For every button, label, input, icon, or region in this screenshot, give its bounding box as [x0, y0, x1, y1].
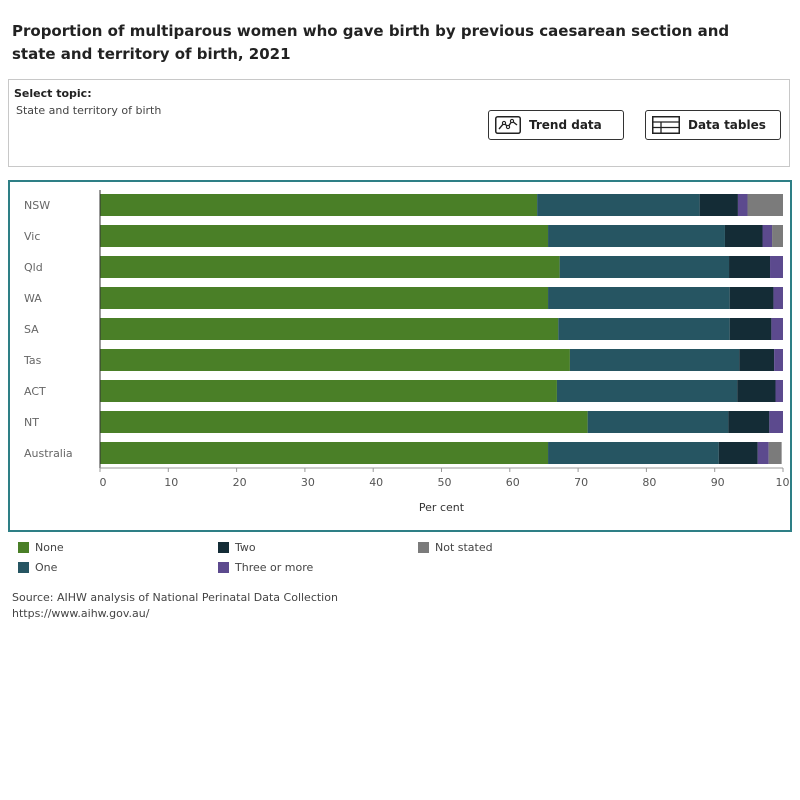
legend-item-not-stated[interactable]: Not stated — [418, 541, 493, 554]
bar-segment-australia-none[interactable]: Australia – None: 65.6% — [100, 442, 549, 464]
select-topic-dropdown[interactable]: State and territory of birth — [16, 104, 162, 117]
x-tick-label-80: 80 — [642, 476, 656, 489]
bar-segment-tas-one[interactable]: Tas – One: 24.8% — [569, 349, 740, 371]
stacked-bar-chart: NSWNSW – None: 64%NSW – One: 23.8%NSW – … — [23, 190, 791, 514]
x-tick-label-90: 90 — [711, 476, 725, 489]
category-label-australia: Australia — [24, 447, 73, 460]
category-label-nt: NT — [24, 416, 39, 429]
legend-swatch — [218, 542, 229, 553]
source-note: Source: AIHW analysis of National Perina… — [12, 590, 338, 622]
bar-segment-vic-none[interactable]: Vic – None: 65.6% — [100, 225, 549, 247]
bar-segment-tas-three-or-more[interactable]: Tas – Three or more: 1.3% — [774, 349, 783, 371]
bar-segment-act-none[interactable]: ACT – None: 66.9% — [100, 380, 557, 402]
bar-segment-vic-three-or-more[interactable]: Vic – Three or more: 1.4% — [762, 225, 773, 247]
bar-segment-vic-two[interactable]: Vic – Two: 5.5% — [724, 225, 763, 247]
bar-segment-nsw-one[interactable]: NSW – One: 23.8% — [537, 194, 700, 216]
x-tick-label-100: 100 — [776, 476, 791, 489]
trend-line-icon — [495, 116, 521, 134]
bar-segment-tas-none[interactable]: Tas – None: 68.8% — [100, 349, 570, 371]
legend-swatch — [418, 542, 429, 553]
x-tick-label-40: 40 — [369, 476, 383, 489]
bar-segment-nt-two[interactable]: NT – Two: 6% — [728, 411, 770, 433]
legend-item-one[interactable]: One — [18, 561, 57, 574]
legend-label: Three or more — [235, 561, 314, 574]
bar-segment-act-two[interactable]: ACT – Two: 5.6% — [737, 380, 776, 402]
category-label-tas: Tas — [23, 354, 42, 367]
x-axis-title: Per cent — [419, 501, 465, 514]
bar-segment-wa-one[interactable]: WA – One: 26.6% — [548, 287, 730, 309]
select-topic-label: Select topic: — [14, 87, 92, 100]
bar-segment-wa-three-or-more[interactable]: WA – Three or more: 1.4% — [773, 287, 783, 309]
source-text: Source: AIHW analysis of National Perina… — [12, 591, 338, 604]
bar-segment-nt-three-or-more[interactable]: NT – Three or more: 2% — [769, 411, 783, 433]
topic-selector-panel: Select topic: State and territory of bir… — [8, 79, 790, 167]
bar-segment-sa-one[interactable]: SA – One: 25.1% — [558, 318, 730, 340]
table-icon — [652, 116, 680, 134]
x-tick-label-60: 60 — [506, 476, 520, 489]
bar-segment-australia-one[interactable]: Australia – One: 25% — [548, 442, 719, 464]
chart-panel: NSWNSW – None: 64%NSW – One: 23.8%NSW – … — [8, 180, 792, 532]
x-tick-label-20: 20 — [233, 476, 247, 489]
bar-segment-wa-none[interactable]: WA – None: 65.6% — [100, 287, 549, 309]
bar-segment-australia-two[interactable]: Australia – Two: 5.7% — [718, 442, 758, 464]
category-label-act: ACT — [24, 385, 46, 398]
bar-segment-sa-two[interactable]: SA – Two: 6.1% — [729, 318, 772, 340]
bar-segment-act-one[interactable]: ACT – One: 26.4% — [556, 380, 738, 402]
legend-item-two[interactable]: Two — [218, 541, 256, 554]
chart-legend: None One Two Three or more Not stated — [18, 541, 618, 581]
legend-item-three-or-more[interactable]: Three or more — [218, 561, 313, 574]
chart-title: Proportion of multiparous women who gave… — [12, 22, 730, 63]
legend-swatch — [18, 542, 29, 553]
bar-segment-nsw-two[interactable]: NSW – Two: 5.6% — [699, 194, 738, 216]
bar-segment-nt-none[interactable]: NT – None: 71.4% — [100, 411, 588, 433]
bar-segment-nt-one[interactable]: NT – One: 20.6% — [587, 411, 729, 433]
source-url[interactable]: https://www.aihw.gov.au/ — [12, 607, 150, 620]
bar-segment-vic-not-stated[interactable]: Vic – Not stated: 1.6% — [772, 225, 783, 247]
bar-segment-australia-three-or-more[interactable]: Australia – Three or more: 1.6% — [757, 442, 769, 464]
bar-segment-qld-none[interactable]: Qld – None: 67.3% — [100, 256, 560, 278]
category-label-qld: Qld — [24, 261, 43, 274]
bar-segment-nsw-not-stated[interactable]: NSW – Not stated: 5.2% — [747, 194, 783, 216]
x-tick-label-0: 0 — [100, 476, 107, 489]
bar-segment-nsw-three-or-more[interactable]: NSW – Three or more: 1.4% — [737, 194, 748, 216]
x-tick-label-70: 70 — [574, 476, 588, 489]
trend-data-button[interactable]: Trend data — [488, 110, 624, 140]
bar-segment-sa-none[interactable]: SA – None: 67.1% — [100, 318, 559, 340]
bar-segment-sa-three-or-more[interactable]: SA – Three or more: 1.7% — [771, 318, 783, 340]
legend-label: Not stated — [435, 541, 493, 554]
bar-segment-nsw-none[interactable]: NSW – None: 64% — [100, 194, 538, 216]
data-tables-label: Data tables — [688, 118, 766, 132]
bar-segment-australia-not-stated[interactable]: Australia – Not stated: 1.9% — [768, 442, 782, 464]
category-label-nsw: NSW — [24, 199, 50, 212]
legend-label: Two — [235, 541, 256, 554]
bar-segment-wa-two[interactable]: WA – Two: 6.4% — [729, 287, 774, 309]
bar-segment-qld-three-or-more[interactable]: Qld – Three or more: 1.9% — [770, 256, 783, 278]
legend-swatch — [218, 562, 229, 573]
legend-item-none[interactable]: None — [18, 541, 64, 554]
bar-segment-act-three-or-more[interactable]: ACT – Three or more: 1.1% — [775, 380, 783, 402]
bar-segment-qld-two[interactable]: Qld – Two: 6% — [729, 256, 771, 278]
trend-data-label: Trend data — [529, 118, 602, 132]
category-label-vic: Vic — [24, 230, 40, 243]
category-label-sa: SA — [24, 323, 39, 336]
x-tick-label-30: 30 — [301, 476, 315, 489]
bar-segment-vic-one[interactable]: Vic – One: 25.9% — [548, 225, 725, 247]
x-tick-label-50: 50 — [438, 476, 452, 489]
legend-label: None — [35, 541, 64, 554]
category-label-wa: WA — [24, 292, 42, 305]
bar-segment-qld-one[interactable]: Qld – One: 24.8% — [559, 256, 730, 278]
x-tick-label-10: 10 — [164, 476, 178, 489]
legend-swatch — [18, 562, 29, 573]
data-tables-button[interactable]: Data tables — [645, 110, 781, 140]
legend-label: One — [35, 561, 58, 574]
bar-segment-tas-two[interactable]: Tas – Two: 5.1% — [739, 349, 775, 371]
